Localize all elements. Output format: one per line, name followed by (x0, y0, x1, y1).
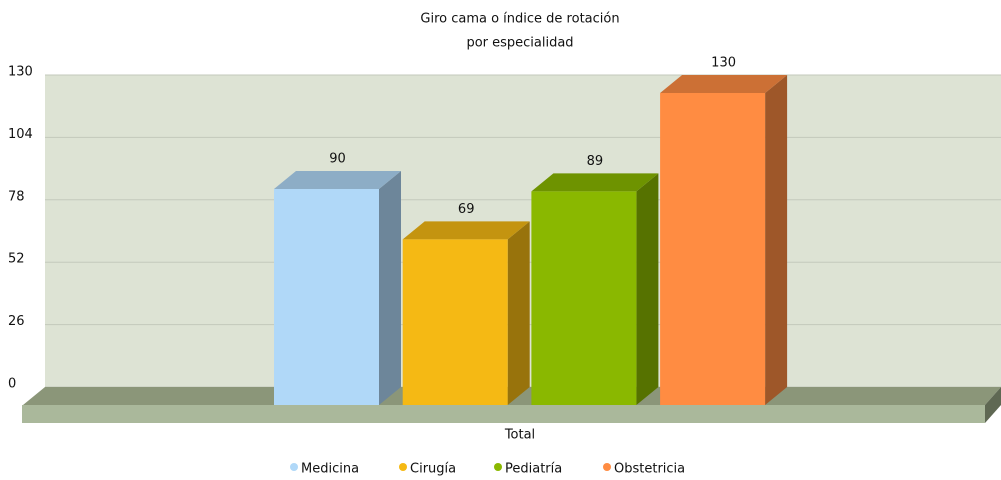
bar-top (531, 173, 659, 192)
bar (660, 93, 766, 405)
y-tick-label: 104 (8, 127, 33, 142)
x-tick-label: Total (504, 428, 535, 443)
y-tick-label: 52 (8, 252, 25, 267)
data-label: 69 (458, 202, 475, 217)
legend-label: Medicina (301, 462, 359, 477)
legend-marker (290, 463, 298, 471)
y-tick-label: 26 (8, 314, 25, 329)
bar-top (660, 75, 788, 93)
legend-label: Cirugía (410, 462, 456, 477)
bar (531, 191, 637, 405)
legend-marker (603, 463, 611, 471)
legend-label: Obstetricia (614, 462, 685, 477)
data-label: 130 (711, 56, 736, 71)
y-tick-label: 130 (8, 65, 33, 80)
floor-front (22, 405, 985, 423)
legend-marker (494, 463, 502, 471)
bar-side (765, 75, 788, 405)
chart-title: por especialidad (466, 36, 573, 51)
bar-side (636, 173, 659, 405)
bar (274, 189, 379, 405)
bar-side (379, 171, 401, 405)
bar-top (274, 171, 401, 189)
y-tick-label: 78 (8, 189, 25, 204)
data-label: 89 (587, 154, 604, 169)
bar-top (402, 221, 530, 240)
data-label: 90 (329, 152, 346, 167)
chart-title: Giro cama o índice de rotación (420, 12, 619, 27)
legend-marker (399, 463, 407, 471)
floor-side (985, 387, 1001, 423)
legend-label: Pediatría (505, 462, 562, 477)
bar-side (507, 221, 530, 405)
y-tick-label: 0 (8, 377, 16, 392)
bar (402, 239, 508, 405)
